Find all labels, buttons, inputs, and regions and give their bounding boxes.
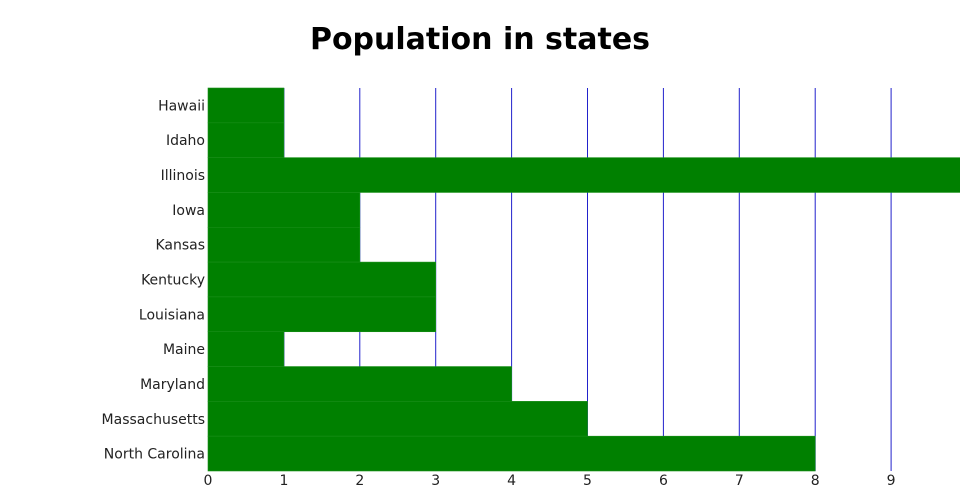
category-label: Massachusetts <box>102 412 205 428</box>
bar-kentucky <box>207 261 436 298</box>
category-label: Illinois <box>161 168 205 184</box>
category-label: North Carolina <box>104 447 205 463</box>
x-tick-label: 3 <box>431 473 440 489</box>
bar-iowa <box>207 192 361 228</box>
bar-louisiana <box>207 296 436 333</box>
category-label: Kentucky <box>141 273 205 289</box>
x-tick-label: 4 <box>507 473 516 489</box>
category-label: Maine <box>163 342 205 358</box>
chart-title: Population in states <box>309 22 651 57</box>
category-label: Idaho <box>166 133 205 149</box>
bar-north-carolina <box>207 435 816 472</box>
x-tick-label: 0 <box>204 473 213 489</box>
category-label: Kansas <box>155 238 205 254</box>
x-tick-label: 8 <box>811 473 820 489</box>
x-tick-label: 1 <box>279 473 288 489</box>
x-tick-label: 5 <box>583 473 592 489</box>
bar-massachusetts <box>207 401 588 437</box>
category-label: Louisiana <box>139 307 205 323</box>
category-labels: Hawaii Idaho Illinois Iowa Kansas Kentucky Lou… <box>102 98 205 462</box>
category-label: Maryland <box>140 377 205 393</box>
bar-kansas <box>207 226 361 263</box>
bar-illinois <box>207 157 960 193</box>
bar-maryland <box>207 366 512 402</box>
x-tick-labels: 01234567891 <box>204 473 896 489</box>
bar-hawaii <box>207 87 285 124</box>
x-tick-label: 2 <box>355 473 364 489</box>
category-label: Hawaii <box>158 98 205 114</box>
category-label: Iowa <box>172 203 205 219</box>
bar-idaho <box>207 122 285 158</box>
x-tick-label: 7 <box>735 473 744 489</box>
bars <box>207 87 960 472</box>
bar-maine <box>207 331 285 367</box>
x-tick-label: 6 <box>659 473 668 489</box>
x-tick-label: 9 <box>887 473 896 489</box>
